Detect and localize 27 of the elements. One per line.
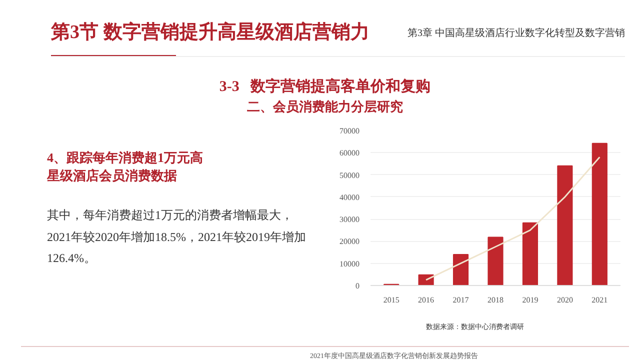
y-tick-label: 60000 xyxy=(340,148,360,158)
y-tick-label: 10000 xyxy=(340,259,360,268)
text: 第3节 数字营销提升高星级酒店营销力 xyxy=(51,20,370,45)
text: 4、跟踪每年消费超1万元高星级酒店会员消费数据 xyxy=(47,149,204,184)
x-tick-label: 2016 xyxy=(418,296,434,304)
y-tick-label: 0 xyxy=(356,282,360,290)
text: 二、会员消费能力分层研究 xyxy=(246,98,404,116)
bar xyxy=(488,236,504,286)
bar xyxy=(592,142,608,286)
bar xyxy=(557,165,573,286)
x-tick-label: 2021 xyxy=(592,296,608,304)
line-series xyxy=(425,156,600,281)
text: 第3章 中国高星级酒店行业数字化转型及数字营销 xyxy=(408,27,625,41)
bar xyxy=(522,222,538,286)
y-tick-label: 50000 xyxy=(340,170,360,180)
bar xyxy=(452,254,469,286)
y-tick-label: 30000 xyxy=(340,215,360,224)
x-tick-label: 2020 xyxy=(556,296,573,304)
x-tick-label: 2018 xyxy=(488,296,504,304)
y-tick-label: 40000 xyxy=(340,192,360,202)
y-tick-label: 70000 xyxy=(340,126,360,136)
y-tick-label: 20000 xyxy=(340,237,360,246)
x-tick-label: 2019 xyxy=(522,296,538,304)
text: 3-3 数字营销提高客单价和复购 xyxy=(218,77,432,97)
text: 其中，每年消费超过1万元的消费者增幅最大，2021年较2020年增加18.5%，2021年较2019年增加126.4%。 xyxy=(47,207,307,268)
x-tick-label: 2015 xyxy=(383,296,400,304)
x-tick-label: 2017 xyxy=(452,296,469,304)
